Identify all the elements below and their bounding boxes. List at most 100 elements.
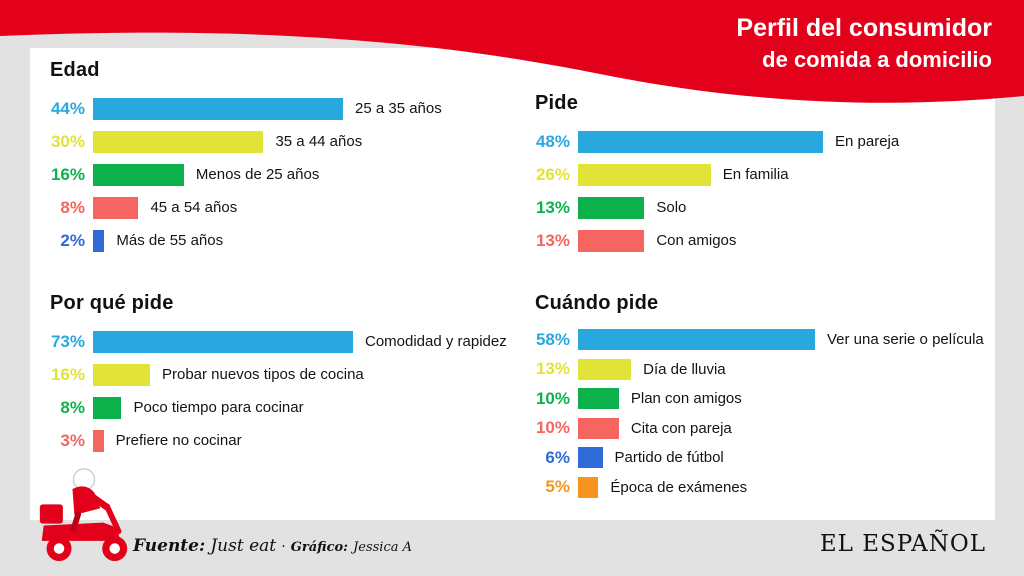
bar-row: 16% Menos de 25 años	[41, 158, 442, 191]
bar	[93, 429, 104, 452]
credit-value: Jessica A	[353, 540, 413, 555]
bar-category-label: Más de 55 años	[116, 232, 224, 249]
bar-category-label: Plan con amigos	[630, 390, 742, 408]
page-title-line2: de comida a domicilio	[762, 47, 992, 72]
bar-row: 13% Con amigos	[526, 224, 899, 257]
chart-pide: Pide 48% En pareja 26% En familia 13% Solo 13%…	[526, 91, 899, 257]
chart-title-edad: Edad	[50, 59, 100, 81]
bar-category-label: Comodidad y rapidez	[365, 333, 507, 350]
source-value: Just eat	[210, 536, 277, 556]
bar-row: 6% Partido de fútbol	[526, 443, 984, 473]
el-espanol-logo: EL ESPAÑOL	[819, 531, 986, 557]
bar-value-label: 13%	[535, 197, 570, 217]
bar-value-label: 16%	[50, 164, 85, 184]
bar-value-label: 10%	[535, 388, 570, 408]
chart-rows-cuando-pide: 58% Ver una serie o película 13% Día de llu…	[526, 325, 984, 502]
bar-category-label: Probar nuevos tipos de cocina	[161, 366, 364, 383]
bar	[578, 229, 645, 252]
bar	[578, 388, 619, 410]
bar-row: 73% Comodidad y rapidez	[41, 325, 507, 358]
bar-row: 16% Probar nuevos tipos de cocina	[41, 358, 507, 391]
bar-category-label: En pareja	[835, 133, 900, 150]
bar-value-label: 16%	[50, 364, 85, 384]
bar	[93, 130, 264, 153]
bar-category-label: Partido de fútbol	[614, 449, 724, 467]
bar-row: 10% Plan con amigos	[526, 384, 984, 414]
bar	[578, 476, 599, 498]
bar	[578, 329, 815, 351]
bar	[93, 229, 105, 252]
bar-row: 30% 35 a 44 años	[41, 125, 442, 158]
page-title: Perfil del consumidor de comida a domici…	[736, 13, 992, 75]
bar-value-label: 2%	[60, 230, 85, 250]
bar-row: 8% Poco tiempo para cocinar	[41, 391, 507, 424]
bar-category-label: Menos de 25 años	[195, 166, 320, 183]
chart-cuando-pide: Cuándo pide 58% Ver una serie o película 1…	[526, 291, 984, 502]
bar-category-label: Día de lluvia	[643, 360, 726, 378]
bar-category-label: Con amigos	[656, 232, 737, 249]
chart-rows-pide: 48% En pareja 26% En familia 13% Solo 13% Con a…	[526, 125, 899, 257]
bar	[578, 163, 711, 186]
bar-row: 58% Ver una serie o película	[526, 325, 984, 355]
chart-rows-edad: 44% 25 a 35 años 30% 35 a 44 años 16% Menos d…	[41, 92, 442, 257]
bar-value-label: 73%	[50, 331, 85, 351]
bar-value-label: 44%	[50, 98, 85, 118]
bar	[93, 196, 139, 219]
bar-value-label: 10%	[535, 418, 570, 438]
bar-value-label: 13%	[535, 359, 570, 379]
bar-value-label: 13%	[535, 230, 570, 250]
bar-value-label: 3%	[60, 430, 85, 450]
bar-category-label: 25 a 35 años	[355, 100, 442, 117]
bar	[93, 97, 343, 120]
chart-por-que-pide: Por qué pide 73% Comodidad y rapidez 16% Pr…	[41, 291, 507, 457]
bar	[93, 330, 353, 353]
bar-category-label: Prefiere no cocinar	[115, 432, 242, 449]
bar	[578, 417, 619, 439]
bar	[578, 447, 603, 469]
bar-row: 48% En pareja	[526, 125, 899, 158]
bar-category-label: 35 a 44 años	[275, 133, 363, 150]
bar-category-label: Poco tiempo para cocinar	[133, 399, 304, 416]
bar-category-label: 45 a 54 años	[150, 199, 238, 216]
delivery-scooter-icon	[39, 468, 128, 562]
bar-row: 13% Solo	[526, 191, 899, 224]
separator-dot: ·	[281, 539, 286, 555]
chart-edad: Edad 44% 25 a 35 años 30% 35 a 44 años 16% Me…	[41, 58, 442, 257]
bar-value-label: 58%	[535, 329, 570, 349]
bar-value-label: 8%	[60, 397, 85, 417]
chart-title-por-que-pide: Por qué pide	[50, 292, 174, 314]
bar-row: 13% Día de lluvia	[526, 355, 984, 385]
chart-title-pide: Pide	[535, 92, 579, 114]
bar	[578, 130, 823, 153]
bar-row: 44% 25 a 35 años	[41, 92, 442, 125]
bar-value-label: 48%	[535, 131, 570, 151]
bar	[93, 363, 150, 386]
bar-value-label: 5%	[545, 477, 570, 497]
page-title-line1: Perfil del consumidor	[736, 14, 992, 42]
bar	[578, 358, 632, 380]
bar-category-label: Época de exámenes	[610, 478, 748, 496]
bar-row: 10% Cita con pareja	[526, 414, 984, 444]
source-credit: Fuente: Just eat · Gráfico: Jessica A	[133, 536, 412, 556]
bar	[578, 196, 645, 219]
bar	[93, 396, 122, 419]
bar-value-label: 8%	[60, 197, 85, 217]
bar-category-label: Ver una serie o película	[827, 331, 984, 349]
credit-label: Gráfico:	[290, 540, 348, 555]
bar-category-label: Cita con pareja	[630, 419, 732, 437]
bar-row: 2% Más de 55 años	[41, 224, 442, 257]
source-label: Fuente:	[133, 536, 206, 556]
bar-row: 26% En familia	[526, 158, 899, 191]
bar-category-label: En familia	[722, 166, 789, 183]
bar-row: 8% 45 a 54 años	[41, 191, 442, 224]
bar-category-label: Solo	[656, 199, 687, 216]
bar-value-label: 30%	[50, 131, 85, 151]
bar-value-label: 26%	[535, 164, 570, 184]
bar-row: 3% Prefiere no cocinar	[41, 424, 507, 457]
chart-card	[30, 48, 995, 520]
bar-value-label: 6%	[545, 447, 570, 467]
chart-rows-por-que-pide: 73% Comodidad y rapidez 16% Probar nuevos t…	[41, 325, 507, 457]
bar	[93, 163, 184, 186]
bar-row: 5% Época de exámenes	[526, 473, 984, 503]
chart-title-cuando-pide: Cuándo pide	[535, 292, 659, 314]
